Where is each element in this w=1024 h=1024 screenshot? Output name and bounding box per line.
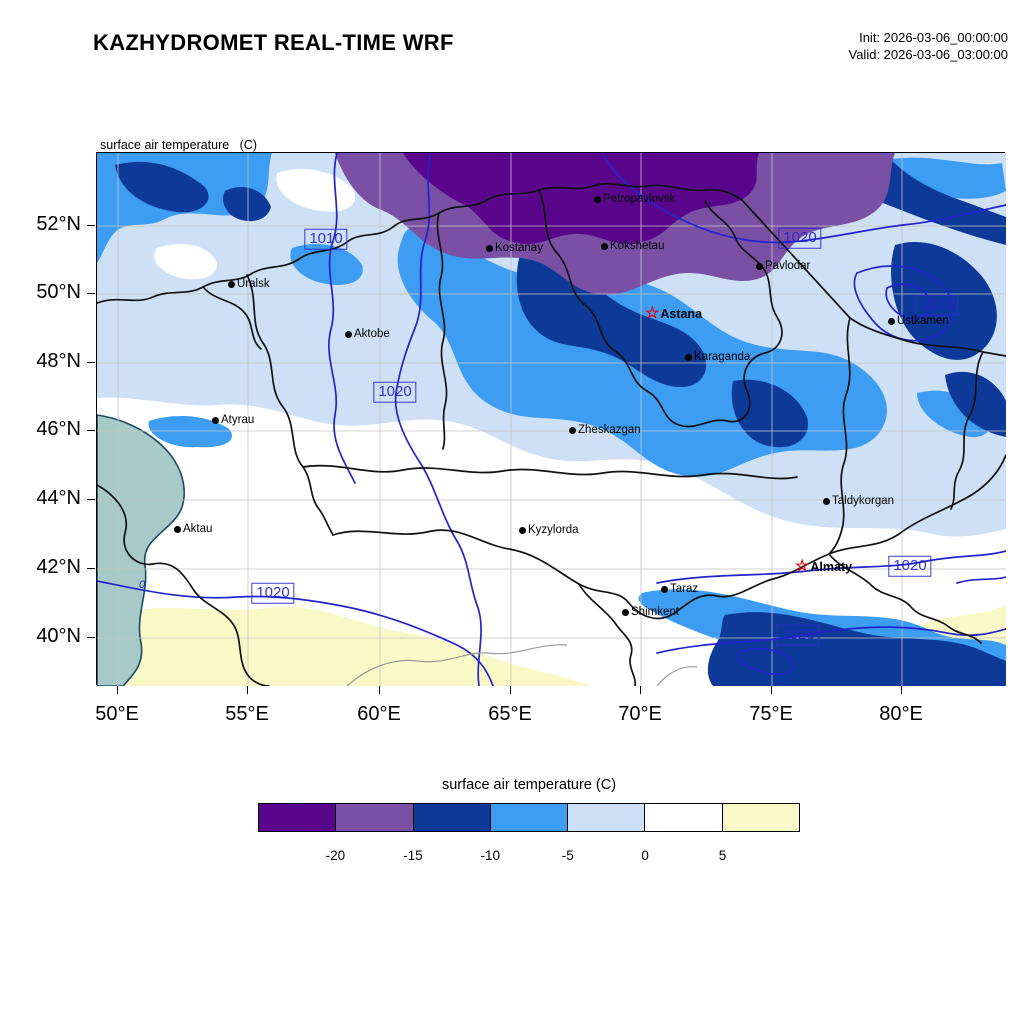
y-axis-label: 52°N [36, 213, 81, 235]
colorbar-cell [721, 804, 799, 831]
x-axis-tick [116, 686, 118, 694]
model-run-info: Init: 2026-03-06_00:00:00 Valid: 2026-03… [849, 30, 1009, 64]
colorbar-title: surface air temperature (C) [441, 777, 617, 793]
init-time: Init: 2026-03-06_00:00:00 [859, 30, 1008, 45]
x-axis-label: 55°E [225, 703, 269, 725]
x-axis-label: 80°E [879, 703, 923, 725]
y-axis-label: 42°N [36, 556, 81, 578]
colorbar-cell [259, 804, 336, 831]
colorbar-cell [489, 804, 568, 831]
x-axis-tick [246, 686, 248, 694]
x-axis-label: 60°E [357, 703, 401, 725]
y-axis-tick [87, 429, 95, 431]
y-axis-label: 40°N [36, 625, 81, 647]
y-axis-tick [87, 636, 95, 638]
y-axis-tick [87, 224, 95, 226]
valid-time: Valid: 2026-03-06_03:00:00 [848, 46, 1009, 62]
map-art [97, 153, 1006, 686]
x-axis-label: 70°E [618, 703, 662, 725]
colorbar-tick-label: 5 [718, 848, 727, 863]
y-axis-tick [87, 567, 95, 569]
x-axis-tick [378, 686, 380, 694]
colorbar-tick-label: -20 [325, 848, 346, 863]
x-axis-tick [770, 686, 772, 694]
y-axis-label: 48°N [36, 350, 81, 372]
colorbar-tick-label: -10 [480, 848, 501, 863]
caption-temperature: surface air temperature (C) [100, 137, 257, 152]
colorbar-cell [412, 804, 490, 831]
map-panel [96, 152, 1006, 686]
colorbar [258, 803, 800, 832]
x-axis-tick [900, 686, 902, 694]
x-axis-label: 50°E [95, 703, 139, 725]
y-axis-tick [87, 292, 95, 294]
colorbar-cell [335, 804, 413, 831]
x-axis-label: 65°E [488, 703, 532, 725]
colorbar-tick-label: 0 [641, 848, 649, 863]
page-title: KAZHYDROMET REAL-TIME WRF [93, 30, 454, 55]
y-axis-label: 50°N [36, 281, 81, 303]
colorbar-tick-label: -5 [561, 848, 574, 863]
x-axis-tick [509, 686, 511, 694]
colorbar-tick-labels: -20 -15 -10 -5 0 5 [258, 848, 800, 868]
x-axis-tick [639, 686, 641, 694]
colorbar-tick-label: -15 [403, 848, 423, 863]
x-axis-label: 75°E [749, 703, 793, 725]
y-axis-tick [87, 361, 95, 363]
colorbar-cell [644, 804, 722, 831]
colorbar-cell [567, 804, 645, 831]
y-axis-tick [87, 498, 95, 500]
y-axis-label: 46°N [36, 418, 81, 440]
y-axis-label: 44°N [36, 487, 81, 509]
